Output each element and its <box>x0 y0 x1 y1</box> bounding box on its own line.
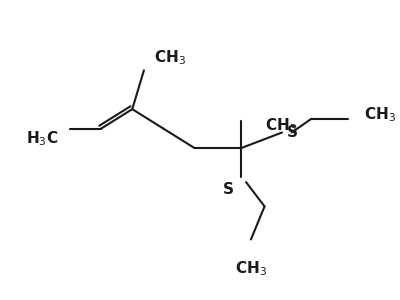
Text: CH$_3$: CH$_3$ <box>154 48 186 67</box>
Text: S: S <box>287 125 298 140</box>
Text: CH$_3$: CH$_3$ <box>364 106 396 124</box>
Text: CH$_3$: CH$_3$ <box>235 259 267 278</box>
Text: CH$_3$: CH$_3$ <box>264 116 296 135</box>
Text: H$_3$C: H$_3$C <box>26 129 58 148</box>
Text: S: S <box>222 182 234 197</box>
